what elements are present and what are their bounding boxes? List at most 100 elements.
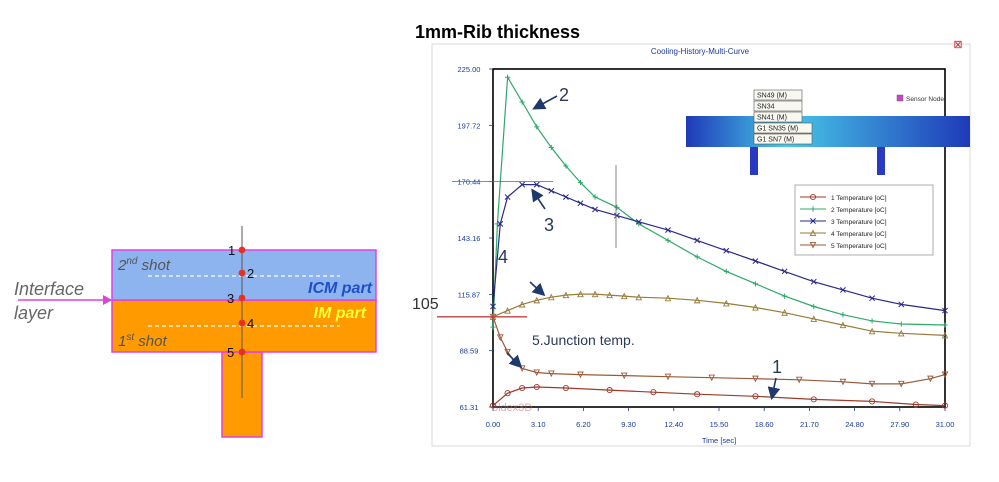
data-point-series-5 [620, 372, 628, 380]
heading: 1mm-Rib thickness [415, 22, 580, 42]
data-point-series-2 [782, 293, 788, 299]
data-point-series-4 [577, 290, 584, 298]
data-point-series-3 [694, 237, 701, 244]
chart-window-title: Cooling-History-Multi-Curve [651, 47, 750, 56]
sensor-tag-box [753, 111, 803, 123]
data-point-series-3 [810, 278, 817, 285]
data-point-series-5 [664, 373, 672, 381]
data-point-series-4 [868, 327, 876, 335]
sensor-node-label-5: 5 [227, 345, 234, 360]
data-point-series-4 [839, 321, 847, 329]
data-point-series-2 [665, 237, 671, 243]
data-point-series-1 [694, 391, 701, 398]
x-axis-label: Time [sec] [702, 436, 736, 445]
y-tick-label: 115.87 [458, 290, 480, 299]
y-tick-label: 170.44 [458, 178, 481, 187]
data-point-series-2 [490, 324, 496, 330]
data-point-series-3 [869, 295, 876, 302]
annotation-curve-1: 1 [772, 357, 782, 377]
data-point-series-4 [693, 296, 701, 304]
data-point-series-2 [577, 179, 584, 186]
data-point-series-1 [650, 389, 657, 396]
x-tick-label: 3.10 [531, 420, 546, 429]
data-point-series-3 [613, 212, 620, 219]
data-point-series-1 [489, 402, 497, 409]
sensor-tags: SN49 (M) SN34 SN41 (M) G1 SN35 (M) G1 SN7 (M… [753, 89, 813, 145]
data-point-series-2 [898, 321, 904, 327]
data-point-series-2 [534, 124, 540, 130]
part-inset: Sensor Node SN49 (M) SN34 SN41 (M) G1 SN35 … [686, 89, 970, 175]
data-point-series-4 [781, 309, 788, 316]
y-tick-label: 88.59 [460, 347, 479, 356]
data-point-series-4 [620, 292, 628, 300]
data-point-series-2 [548, 144, 554, 151]
legend-label-2: 2 Temperature [oC] [831, 207, 887, 214]
legend-marker-3 [810, 218, 816, 224]
data-point-series-1 [941, 402, 949, 409]
data-point-series-5 [795, 376, 803, 384]
data-point-series-4 [591, 290, 599, 298]
sensor-tag-box [753, 122, 813, 134]
data-point-series-5 [941, 371, 949, 379]
data-point-series-2 [614, 204, 620, 210]
arrow-icon-curve-5 [506, 352, 523, 369]
x-tick-label: 0.00 [486, 420, 501, 429]
data-point-series-4 [635, 293, 643, 301]
legend-marker-4 [809, 229, 817, 237]
data-point-series-4 [664, 294, 672, 302]
legend-marker-1 [809, 193, 817, 201]
im-part-label: IM part [314, 305, 367, 322]
data-point-series-2 [694, 254, 700, 260]
data-point-series-3 [942, 307, 948, 314]
data-point-series-1 [810, 396, 817, 403]
x-tick-label: 9.30 [621, 420, 636, 429]
sensor-tag-box [753, 89, 803, 101]
data-point-series-3 [490, 303, 496, 310]
data-point-series-1 [606, 387, 613, 394]
data-point-series-1 [504, 390, 511, 397]
part-inset-rib-1 [750, 147, 758, 175]
sensor-node-2 [238, 269, 246, 277]
data-point-series-1 [519, 384, 526, 392]
data-point-series-5 [868, 380, 876, 388]
x-tick-label: 18.60 [755, 420, 774, 429]
x-tick-label: 31.00 [936, 420, 955, 429]
arrow-icon-curve-4 [529, 281, 546, 297]
sensor-tag-label: SN41 (M) [757, 115, 787, 122]
data-point-series-2 [811, 303, 817, 310]
axis-ticks: 0.00 3.10 6.20 9.30 12.40 15.50 18.60 21.70 24.8… [458, 65, 955, 429]
data-point-series-5 [708, 374, 716, 382]
data-point-series-5 [927, 375, 934, 383]
data-point-series-3 [562, 194, 569, 200]
chart-legend: 1 Temperature [oC] 2 Temperature [oC] 3 Te… [794, 184, 934, 256]
data-point-series-5 [547, 370, 555, 378]
series-line-1 [492, 386, 946, 407]
data-point-series-2 [504, 74, 511, 80]
data-point-series-4 [606, 291, 613, 299]
legend-label-4: 4 Temperature [oC] [831, 231, 887, 238]
data-point-series-4 [518, 300, 526, 308]
data-point-series-2 [752, 281, 759, 287]
sensor-tag-label: SN34 [757, 104, 775, 111]
series-line-4 [492, 293, 946, 336]
data-point-series-4 [722, 299, 730, 307]
data-point-series-1 [533, 383, 540, 391]
sensor-node-label-4: 4 [247, 316, 254, 331]
data-point-series-4 [547, 293, 555, 301]
data-point-series-5 [533, 369, 541, 377]
interface-label: Interface [14, 279, 84, 299]
close-icon[interactable]: ⊠ [953, 39, 962, 51]
data-point-series-5 [504, 348, 511, 356]
y-tick-label: 143.16 [458, 234, 481, 243]
data-point-series-2 [592, 194, 598, 200]
data-point-series-3 [519, 181, 526, 188]
x-tick-label: 12.40 [664, 420, 683, 429]
sensor-tag-label: G1 SN35 (M) [757, 126, 798, 133]
sensor-node-label-1: 1 [228, 243, 235, 258]
arrow-icon-curve-3 [531, 188, 546, 210]
annotation-105: 105 [412, 296, 439, 313]
data-point-series-3 [898, 301, 905, 308]
data-point-series-3 [635, 218, 642, 225]
